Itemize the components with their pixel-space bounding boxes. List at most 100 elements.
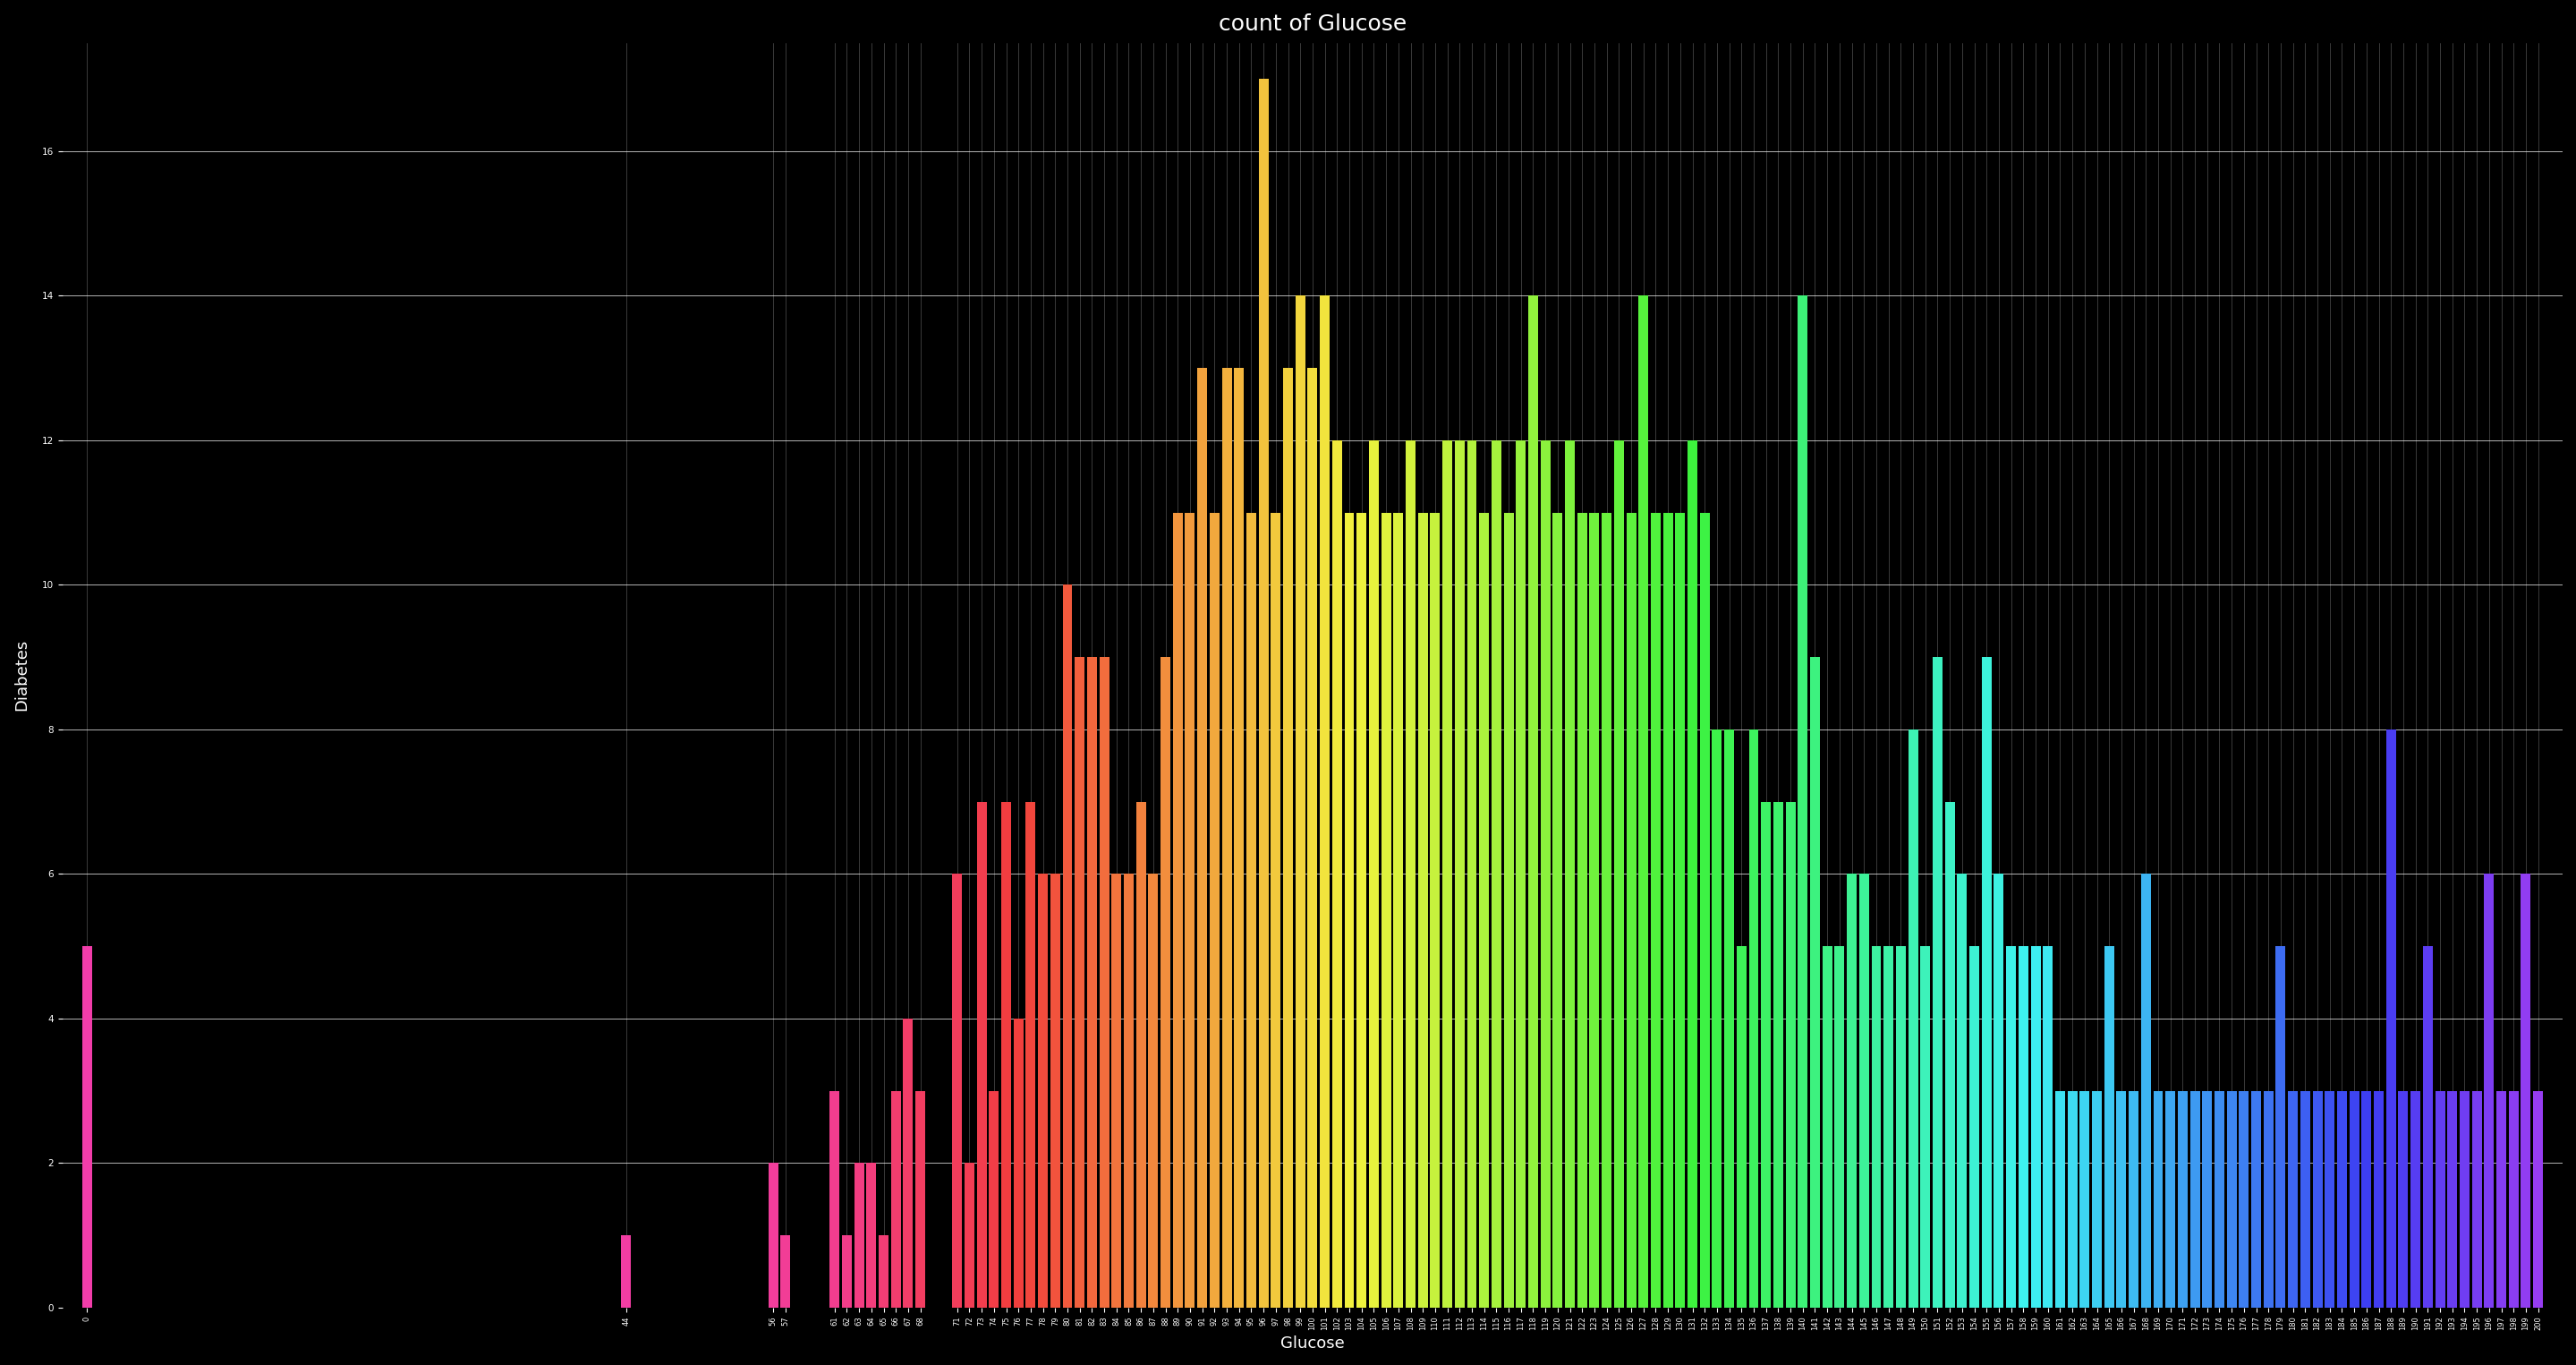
- Bar: [2424, 946, 2432, 1308]
- Bar: [2509, 1091, 2519, 1308]
- Bar: [2434, 1091, 2445, 1308]
- Bar: [621, 1235, 631, 1308]
- Bar: [768, 1163, 778, 1308]
- Bar: [1528, 296, 1538, 1308]
- Bar: [1919, 946, 1929, 1308]
- Bar: [2177, 1091, 2187, 1308]
- Bar: [2251, 1091, 2262, 1308]
- Bar: [1345, 513, 1355, 1308]
- Bar: [1958, 874, 1968, 1308]
- Bar: [2300, 1091, 2311, 1308]
- Bar: [1860, 874, 1870, 1308]
- Bar: [781, 1235, 791, 1308]
- Bar: [1492, 441, 1502, 1308]
- Bar: [1615, 441, 1623, 1308]
- Bar: [1909, 729, 1919, 1308]
- Bar: [2117, 1091, 2125, 1308]
- Bar: [2264, 1091, 2275, 1308]
- Title: count of Glucose: count of Glucose: [1218, 14, 1406, 35]
- Bar: [1123, 874, 1133, 1308]
- Bar: [2007, 946, 2017, 1308]
- Bar: [2079, 1091, 2089, 1308]
- Bar: [2226, 1091, 2236, 1308]
- Bar: [1025, 801, 1036, 1308]
- Bar: [2239, 1091, 2249, 1308]
- Bar: [2324, 1091, 2334, 1308]
- Bar: [2030, 946, 2040, 1308]
- Bar: [878, 1235, 889, 1308]
- Bar: [2460, 1091, 2470, 1308]
- Bar: [1651, 513, 1662, 1308]
- Bar: [2275, 946, 2285, 1308]
- Bar: [989, 1091, 999, 1308]
- Bar: [1087, 657, 1097, 1308]
- Y-axis label: Diabetes: Diabetes: [13, 639, 28, 711]
- Bar: [1994, 874, 2004, 1308]
- Bar: [1162, 657, 1170, 1308]
- Bar: [976, 801, 987, 1308]
- Bar: [2215, 1091, 2223, 1308]
- Bar: [2398, 1091, 2409, 1308]
- Bar: [1517, 441, 1525, 1308]
- Bar: [1074, 657, 1084, 1308]
- Bar: [1700, 513, 1710, 1308]
- Bar: [953, 874, 961, 1308]
- Bar: [1247, 513, 1257, 1308]
- Bar: [1540, 441, 1551, 1308]
- Bar: [1589, 513, 1600, 1308]
- Bar: [2496, 1091, 2506, 1308]
- Bar: [1002, 801, 1010, 1308]
- Bar: [1038, 874, 1048, 1308]
- Bar: [1270, 513, 1280, 1308]
- Bar: [2336, 1091, 2347, 1308]
- Bar: [1945, 801, 1955, 1308]
- Bar: [1283, 369, 1293, 1308]
- Bar: [1772, 801, 1783, 1308]
- Bar: [1406, 441, 1414, 1308]
- Bar: [2349, 1091, 2360, 1308]
- Bar: [2447, 1091, 2458, 1308]
- Bar: [1664, 513, 1672, 1308]
- Bar: [2375, 1091, 2383, 1308]
- Bar: [1971, 946, 1978, 1308]
- Bar: [855, 1163, 863, 1308]
- Bar: [1332, 441, 1342, 1308]
- Bar: [2069, 1091, 2076, 1308]
- Bar: [1674, 513, 1685, 1308]
- Bar: [1687, 441, 1698, 1308]
- Bar: [2043, 946, 2053, 1308]
- Bar: [1455, 441, 1466, 1308]
- Bar: [1136, 801, 1146, 1308]
- Bar: [1625, 513, 1636, 1308]
- Bar: [1260, 79, 1267, 1308]
- Bar: [1100, 657, 1110, 1308]
- Bar: [1932, 657, 1942, 1308]
- Bar: [2473, 1091, 2481, 1308]
- Bar: [1577, 513, 1587, 1308]
- Bar: [1443, 441, 1453, 1308]
- Bar: [1358, 513, 1365, 1308]
- Bar: [2362, 1091, 2372, 1308]
- Bar: [1430, 513, 1440, 1308]
- Bar: [1762, 801, 1770, 1308]
- Bar: [2385, 729, 2396, 1308]
- Bar: [1479, 513, 1489, 1308]
- Bar: [1870, 946, 1880, 1308]
- Bar: [1417, 513, 1427, 1308]
- X-axis label: Glucose: Glucose: [1280, 1335, 1345, 1351]
- Bar: [2056, 1091, 2066, 1308]
- Bar: [829, 1091, 840, 1308]
- Bar: [963, 1163, 974, 1308]
- Bar: [1896, 946, 1906, 1308]
- Bar: [2092, 1091, 2102, 1308]
- Bar: [2141, 874, 2151, 1308]
- Bar: [2202, 1091, 2213, 1308]
- Bar: [1296, 296, 1306, 1308]
- Bar: [1981, 657, 1991, 1308]
- Bar: [1198, 369, 1208, 1308]
- Bar: [1185, 513, 1195, 1308]
- Bar: [1602, 513, 1613, 1308]
- Bar: [1319, 296, 1329, 1308]
- Bar: [1553, 513, 1564, 1308]
- Bar: [1723, 729, 1734, 1308]
